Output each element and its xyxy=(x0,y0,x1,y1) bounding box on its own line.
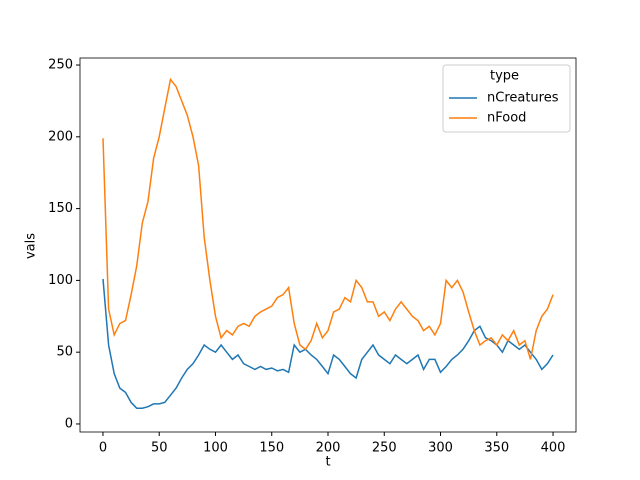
x-tick-label: 0 xyxy=(99,441,107,456)
x-tick-label: 250 xyxy=(372,441,397,456)
x-tick-label: 400 xyxy=(541,441,566,456)
legend-label: nFood xyxy=(487,111,526,126)
y-tick-label: 50 xyxy=(56,345,73,360)
legend-label: nCreatures xyxy=(487,91,559,106)
legend-title: type xyxy=(490,69,519,84)
line-series xyxy=(102,77,554,360)
y-axis-label: vals xyxy=(24,233,39,259)
legend-box xyxy=(442,64,571,133)
y-tick-label: 250 xyxy=(48,58,73,73)
plot-frame xyxy=(79,57,577,433)
x-tick-label: 200 xyxy=(316,441,341,456)
x-tick-label: 150 xyxy=(259,441,284,456)
y-tick-label: 200 xyxy=(48,129,73,144)
y-tick-label: 150 xyxy=(48,201,73,216)
x-tick-label: 100 xyxy=(203,441,228,456)
line-series xyxy=(102,278,554,409)
x-tick-label: 50 xyxy=(151,441,168,456)
x-tick-label: 300 xyxy=(428,441,453,456)
x-axis-label: t xyxy=(325,455,330,470)
y-tick-label: 100 xyxy=(48,273,73,288)
x-tick-label: 350 xyxy=(484,441,509,456)
y-tick-label: 0 xyxy=(65,416,73,431)
